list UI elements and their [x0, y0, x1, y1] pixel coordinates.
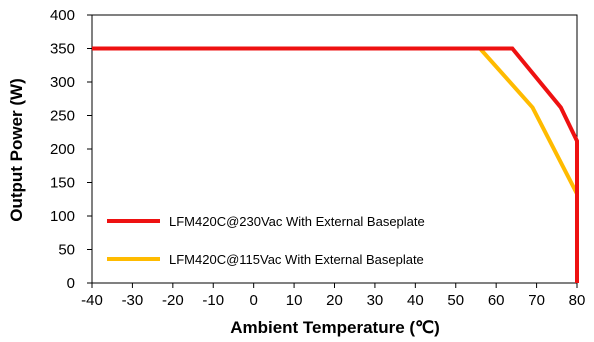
x-tick-label: 80	[569, 292, 586, 309]
x-tick-labels: -40 -30 -20 -10 0 10 20 30 40 50 60 70 80	[81, 292, 585, 309]
series-line	[92, 46, 579, 283]
legend-label: LFM420C@230Vac With External Baseplate	[169, 214, 425, 229]
y-tick-label: 100	[50, 208, 75, 225]
x-tick-label: -30	[122, 292, 144, 309]
legend-label: LFM420C@115Vac With External Baseplate	[169, 252, 424, 267]
x-tick-label: 20	[326, 292, 343, 309]
x-tick-label: 50	[447, 292, 464, 309]
x-tick-label: -10	[202, 292, 224, 309]
x-tick-label: 70	[528, 292, 545, 309]
y-tick-label: 400	[50, 7, 75, 24]
x-axis-title: Ambient Temperature (℃)	[230, 318, 440, 337]
y-tick-label: 150	[50, 175, 75, 192]
legend: LFM420C@230Vac With External Baseplate LF…	[107, 214, 425, 267]
y-tick-label: 350	[50, 41, 75, 58]
x-tick-label: -20	[162, 292, 184, 309]
plot-layer	[87, 14, 578, 288]
x-tick-label: 40	[407, 292, 424, 309]
x-tick-label: 10	[286, 292, 303, 309]
series-lines	[92, 46, 579, 283]
x-tick-label: -40	[81, 292, 103, 309]
y-tick-label: 300	[50, 74, 75, 91]
x-tick-label: 0	[249, 292, 257, 309]
y-axis-title: Output Power (W)	[7, 78, 26, 222]
y-tick-label: 0	[67, 275, 75, 292]
x-tick-label: 60	[488, 292, 505, 309]
y-tick-label: 250	[50, 108, 75, 125]
y-tick-label: 50	[58, 242, 75, 259]
y-tick-label: 200	[50, 141, 75, 158]
plot-frame	[91, 14, 578, 284]
y-tick-labels: 0 50 100 150 200 250 300 350 400	[50, 7, 75, 292]
x-tick-label: 30	[367, 292, 384, 309]
